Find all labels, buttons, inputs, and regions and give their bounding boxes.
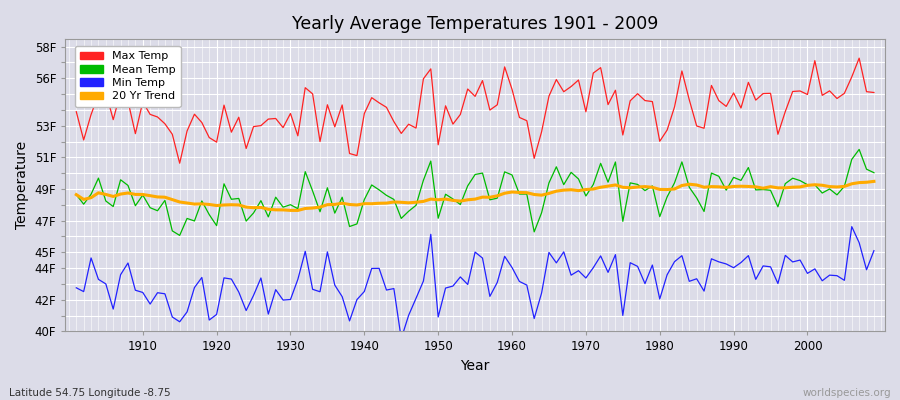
Max Temp [507,87,517,92]
Min Temp [130,288,140,293]
Mean Temp [868,170,879,175]
Y-axis label: Temperature: Temperature [15,141,29,229]
Line: Min Temp: Min Temp [76,227,874,339]
Line: Max Temp: Max Temp [76,58,874,163]
Min Temp [71,285,82,290]
Mean Temp [130,203,140,208]
Title: Yearly Average Temperatures 1901 - 2009: Yearly Average Temperatures 1901 - 2009 [292,15,658,33]
Mean Temp [175,233,185,238]
Min Temp [337,294,347,299]
20 Yr Trend [514,190,525,195]
Min Temp [396,336,407,341]
20 Yr Trend [868,179,879,184]
Line: Mean Temp: Mean Temp [76,150,874,236]
20 Yr Trend [603,184,614,188]
Max Temp [854,56,865,60]
20 Yr Trend [130,192,140,197]
Min Temp [514,279,525,284]
Min Temp [868,248,879,253]
Mean Temp [300,169,310,174]
Max Temp [514,115,525,120]
Min Temp [846,224,857,229]
Min Temp [603,270,614,275]
20 Yr Trend [71,192,82,197]
Max Temp [344,151,355,156]
Max Temp [603,102,614,107]
20 Yr Trend [507,190,517,194]
20 Yr Trend [344,202,355,207]
Legend: Max Temp, Mean Temp, Min Temp, 20 Yr Trend: Max Temp, Mean Temp, Min Temp, 20 Yr Tre… [75,46,181,107]
Text: Latitude 54.75 Longitude -8.75: Latitude 54.75 Longitude -8.75 [9,388,171,398]
Mean Temp [507,172,517,177]
20 Yr Trend [300,206,310,211]
X-axis label: Year: Year [461,359,490,373]
Max Temp [175,161,185,166]
Min Temp [507,265,517,270]
Mean Temp [71,192,82,197]
Mean Temp [514,192,525,196]
Text: worldspecies.org: worldspecies.org [803,388,891,398]
Min Temp [292,277,303,282]
Line: 20 Yr Trend: 20 Yr Trend [76,181,874,210]
Max Temp [868,90,879,95]
Max Temp [300,85,310,90]
Max Temp [71,109,82,114]
Max Temp [130,131,140,136]
Mean Temp [603,180,614,184]
Mean Temp [854,147,865,152]
20 Yr Trend [292,208,303,213]
Mean Temp [344,224,355,229]
